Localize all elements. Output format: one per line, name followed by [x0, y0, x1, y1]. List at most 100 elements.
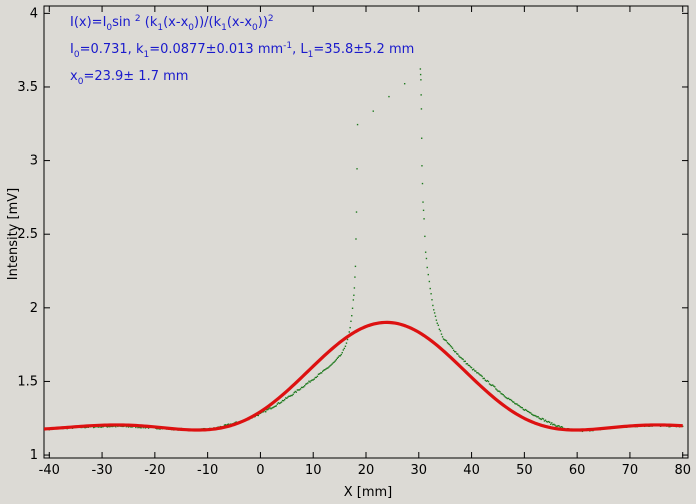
data-point	[499, 391, 501, 393]
data-point	[496, 389, 498, 391]
data-point	[311, 379, 313, 381]
data-point	[528, 411, 531, 414]
data-point	[493, 385, 495, 387]
data-point	[140, 427, 142, 429]
data-point	[301, 386, 304, 389]
data-point	[462, 358, 464, 361]
data-point	[419, 73, 422, 76]
data-point	[465, 363, 467, 365]
data-point	[541, 417, 544, 420]
data-point	[297, 389, 300, 391]
data-point	[282, 399, 285, 402]
data-point	[480, 374, 482, 377]
data-point	[548, 421, 551, 424]
y-tick-label: 4	[30, 6, 38, 21]
data-point	[98, 426, 100, 428]
data-point	[547, 420, 550, 423]
y-tick-label: 3	[30, 154, 38, 169]
data-point	[156, 428, 158, 430]
data-point	[477, 372, 479, 374]
data-point	[556, 425, 558, 428]
data-point	[285, 397, 287, 399]
data-point	[539, 418, 541, 420]
data-point	[542, 418, 545, 420]
data-point	[551, 422, 553, 424]
data-point	[469, 366, 472, 368]
data-point	[349, 326, 351, 329]
data-point	[538, 417, 540, 419]
data-point	[502, 394, 504, 396]
data-point	[486, 379, 489, 382]
data-point	[555, 425, 557, 427]
data-point	[137, 426, 139, 429]
data-point	[265, 411, 267, 413]
data-point	[430, 293, 432, 295]
data-point	[351, 307, 354, 309]
data-point	[457, 353, 459, 355]
x-tick-label: 50	[516, 463, 533, 478]
data-point	[287, 396, 289, 398]
data-point	[318, 373, 321, 375]
data-point	[281, 399, 284, 402]
data-point	[270, 408, 272, 410]
data-point	[452, 349, 455, 352]
data-point	[350, 320, 352, 323]
annotation-line1: I(x)=I0​sin 2​ (k1​(x-x0​))/(k1​(x-x0​))…	[70, 14, 274, 33]
data-point	[424, 251, 427, 253]
data-point	[516, 403, 518, 405]
data-point	[422, 209, 425, 212]
data-point	[449, 345, 452, 347]
x-tick-label: 70	[622, 463, 639, 478]
data-point	[438, 328, 441, 330]
data-point	[274, 405, 276, 408]
data-point	[464, 360, 466, 362]
data-point	[291, 394, 293, 397]
data-point	[467, 364, 470, 366]
data-point	[543, 420, 546, 422]
data-point	[527, 410, 530, 413]
data-point	[272, 406, 274, 409]
data-point	[520, 406, 522, 409]
data-point	[296, 389, 299, 391]
data-point	[513, 401, 515, 403]
data-point	[521, 407, 523, 409]
data-point	[453, 350, 456, 353]
data-point	[504, 396, 507, 398]
data-point	[277, 402, 280, 404]
x-tick-label: -20	[144, 463, 165, 478]
y-tick-label: 1	[30, 448, 38, 463]
data-point	[284, 398, 286, 401]
data-point	[298, 389, 301, 391]
data-point	[142, 426, 144, 429]
data-point	[427, 273, 429, 276]
data-point	[228, 423, 230, 425]
data-point	[500, 392, 502, 395]
data-point	[314, 376, 317, 379]
data-point	[434, 315, 437, 318]
x-axis-title: X [mm]	[344, 485, 393, 500]
data-point	[147, 427, 150, 429]
data-point	[545, 420, 548, 423]
data-point	[276, 403, 279, 405]
data-point	[507, 397, 510, 400]
data-point	[338, 355, 340, 357]
data-point	[304, 384, 306, 387]
data-point	[353, 287, 356, 289]
data-point	[303, 386, 305, 388]
data-point	[326, 367, 328, 370]
data-point	[433, 309, 435, 311]
data-point	[522, 408, 525, 411]
data-point	[479, 374, 481, 376]
data-point	[532, 414, 534, 416]
data-point	[267, 408, 269, 411]
data-point	[279, 402, 282, 404]
data-point	[524, 408, 527, 411]
data-point	[351, 315, 353, 317]
data-point	[324, 369, 326, 371]
data-point	[286, 397, 288, 399]
data-point	[320, 372, 323, 374]
data-point	[560, 425, 563, 428]
data-point	[345, 342, 348, 344]
data-point	[280, 401, 283, 403]
